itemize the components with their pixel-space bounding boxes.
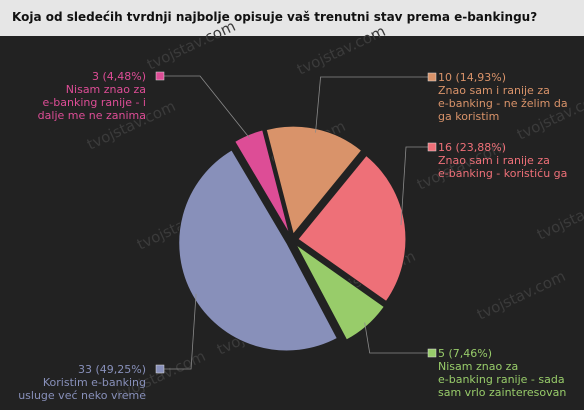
slice-value-label: 3 (4,48%) [92, 70, 146, 83]
pie-slice [297, 154, 407, 303]
slice-category-label: e-banking ranije - sada [438, 373, 565, 386]
watermark-text: tvojstav.com [294, 22, 388, 79]
pie-slice [295, 244, 385, 341]
pie-slice [178, 149, 339, 352]
watermark-text: tvojstav.com [534, 187, 584, 244]
slice-category-label: ga koristim [438, 110, 499, 123]
legend-swatch [427, 72, 437, 82]
slice-value-label: 33 (49,25%) [78, 363, 146, 376]
slice-value-label: 5 (7,46%) [438, 347, 492, 360]
pie-slices [178, 125, 407, 352]
legend-swatch [155, 71, 165, 81]
leader-line [315, 76, 432, 133]
leader-line [160, 75, 251, 139]
slice-category-label: e-banking - koristiću ga [438, 167, 567, 180]
legend-swatch [155, 364, 165, 374]
legend-swatch [427, 348, 437, 358]
slice-category-label: sam vrlo zainteresovan [438, 386, 566, 399]
slice-category-label: usluge već neko vreme [18, 389, 146, 402]
slice-category-label: dalje me ne zanima [38, 109, 146, 122]
watermark-text: tvojstav.com [144, 17, 238, 74]
leader-line [400, 146, 432, 226]
pie-slice [234, 129, 291, 235]
slice-category-label: Znao sam i ranije za [438, 154, 550, 167]
slice-value-label: 10 (14,93%) [438, 71, 506, 84]
slice-category-label: Nisam znao za [438, 360, 518, 373]
chart-title: Koja od sledećih tvrdnji najbolje opisuj… [0, 0, 584, 36]
slice-category-label: e-banking ranije - i [43, 96, 146, 109]
pie-labels: 10 (14,93%)Znao sam i ranije zae-banking… [18, 70, 567, 402]
slice-value-label: 16 (23,88%) [438, 141, 506, 154]
slice-category-label: e-banking - ne želim da [438, 97, 568, 110]
slice-category-label: Nisam znao za [66, 83, 146, 96]
slice-category-label: Koristim e-banking [43, 376, 146, 389]
leader-line [160, 293, 197, 370]
pie-slice [265, 125, 363, 236]
leader-line [364, 322, 432, 354]
slice-category-label: Znao sam i ranije za [438, 84, 550, 97]
legend-swatch [427, 142, 437, 152]
watermark-text: tvojstav.com [474, 267, 568, 324]
